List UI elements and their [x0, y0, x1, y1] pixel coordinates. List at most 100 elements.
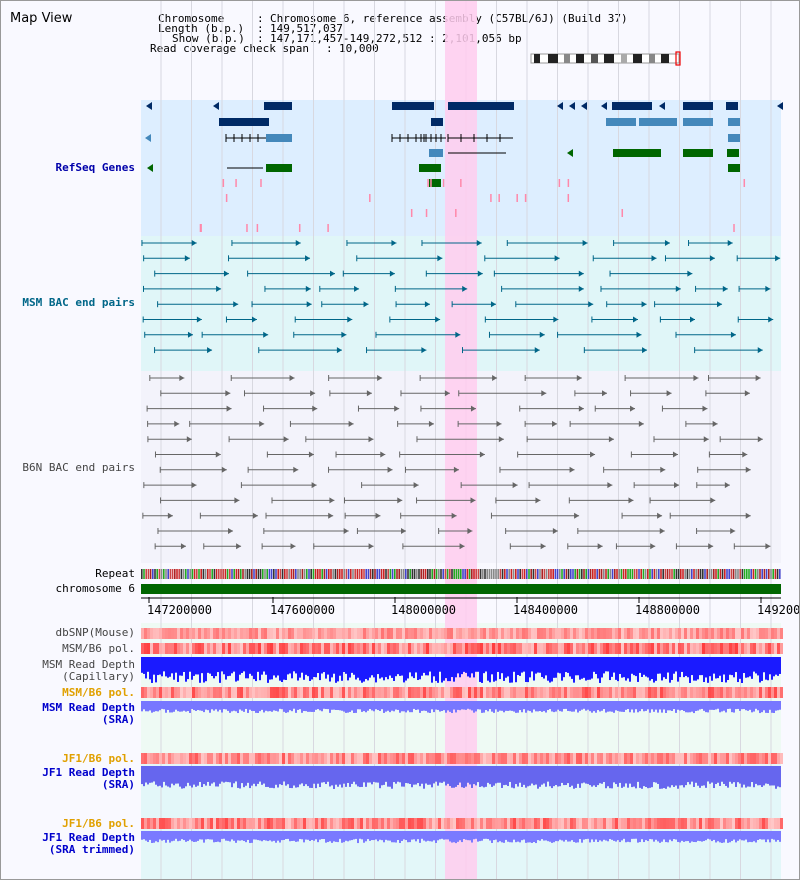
read-depth-bar: [569, 657, 571, 677]
read-depth-bar: [473, 701, 475, 713]
read-depth-bar: [687, 831, 689, 842]
read-depth-bar: [543, 831, 545, 841]
read-depth-bar: [433, 657, 435, 677]
polymorphism-cell: [306, 687, 309, 698]
track-label-msm-bac[interactable]: MSM BAC end pairs: [22, 296, 135, 309]
polymorphism-cell: [774, 818, 777, 829]
read-depth-bar: [621, 831, 623, 841]
read-depth-bar: [585, 701, 587, 711]
polymorphism-cell: [366, 753, 369, 764]
track-label-jf1-b6-pol-2[interactable]: JF1/B6 pol.: [62, 817, 135, 830]
read-depth-bar: [437, 657, 439, 683]
read-depth-bar: [669, 831, 671, 840]
track-label-dbsnp[interactable]: dbSNP(Mouse): [55, 626, 135, 639]
read-depth-bar: [519, 766, 521, 783]
track-label-b6n-bac[interactable]: B6N BAC end pairs: [22, 461, 135, 474]
polymorphism-cell: [291, 687, 294, 698]
read-depth-bar: [671, 657, 673, 680]
read-depth-bar: [391, 701, 393, 711]
read-depth-bar: [341, 701, 343, 711]
polymorphism-cell: [147, 753, 150, 764]
read-depth-bar: [705, 831, 707, 841]
polymorphism-cell: [639, 818, 642, 829]
read-depth-bar: [459, 657, 461, 678]
track-label-msm-depth-sra[interactable]: MSM Read Depth (SRA): [42, 701, 135, 726]
read-depth-bar: [175, 831, 177, 839]
polymorphism-cell: [354, 753, 357, 764]
polymorphism-cell: [465, 628, 468, 639]
repeat-element: [609, 569, 612, 579]
polymorphism-cell: [600, 753, 603, 764]
track-label-jf1-depth-trimmed[interactable]: JF1 Read Depth (SRA trimmed): [42, 831, 135, 856]
read-depth-bar: [591, 766, 593, 787]
polymorphism-cell: [318, 643, 321, 654]
repeat-element: [746, 569, 748, 579]
track-label-msm-depth-capillary[interactable]: MSM Read Depth (Capillary): [42, 658, 135, 683]
b6n-bac-end: [597, 543, 603, 550]
polymorphism-cell: [639, 753, 642, 764]
read-depth-bar: [173, 831, 175, 841]
b6n-bac-end: [724, 482, 730, 489]
read-depth-bar: [203, 657, 205, 683]
repeat-element: [226, 569, 229, 579]
msm-bac-end: [305, 285, 311, 292]
polymorphism-cell: [183, 628, 186, 639]
read-depth-bar: [673, 766, 675, 787]
read-depth-bar: [429, 766, 431, 785]
read-depth-bar: [703, 766, 705, 786]
track-label-msm-b6-pol-1[interactable]: MSM/B6 pol.: [62, 642, 135, 655]
b6n-bac-end: [492, 375, 498, 381]
b6n-bac-end: [638, 420, 644, 427]
read-depth-bar: [757, 831, 759, 840]
polymorphism-cell: [435, 753, 438, 764]
read-depth-bar: [467, 766, 469, 783]
track-label-jf1-b6-pol-1[interactable]: JF1/B6 pol.: [62, 752, 135, 765]
polymorphism-cell: [267, 628, 270, 639]
repeat-element: [737, 569, 739, 579]
read-depth-bar: [315, 766, 317, 789]
track-label-chromosome[interactable]: chromosome 6: [55, 582, 135, 595]
polymorphism-cell: [684, 818, 687, 829]
read-depth-bar: [155, 831, 157, 842]
polymorphism-cell: [732, 643, 735, 654]
polymorphism-cell: [474, 628, 477, 639]
polymorphism-cell: [522, 818, 525, 829]
polymorphism-cell: [342, 643, 345, 654]
polymorphism-cell: [393, 643, 396, 654]
polymorphism-cell: [696, 628, 699, 639]
read-depth-bar: [277, 831, 279, 841]
b6n-bac-end: [413, 482, 419, 489]
read-depth-bar: [421, 701, 423, 711]
polymorphism-cell: [291, 818, 294, 829]
track-label-refseq[interactable]: RefSeq Genes: [55, 161, 135, 174]
read-depth-bar: [231, 701, 233, 712]
length-sep: :: [257, 22, 264, 35]
polymorphism-cell: [207, 643, 210, 654]
msm-bac-end: [765, 285, 771, 292]
read-depth-bar: [181, 831, 183, 840]
polymorphism-cell: [396, 818, 399, 829]
track-label-repeat[interactable]: Repeat: [95, 567, 135, 580]
read-depth-bar: [319, 831, 321, 840]
track-label-msm-b6-pol-2[interactable]: MSM/B6 pol.: [62, 686, 135, 699]
read-depth-bar: [391, 831, 393, 843]
polymorphism-cell: [516, 687, 519, 698]
track-label-jf1-depth-sra[interactable]: JF1 Read Depth (SRA): [42, 766, 135, 791]
read-depth-bar: [563, 657, 565, 678]
read-depth-bar: [295, 766, 297, 788]
polymorphism-cell: [168, 687, 171, 698]
polymorphism-cell: [366, 628, 369, 639]
read-depth-bar: [395, 657, 397, 677]
read-depth-bar: [621, 701, 623, 712]
repeat-element: [449, 569, 451, 579]
msm-bac-end: [233, 301, 239, 308]
read-depth-bar: [315, 831, 317, 840]
read-depth-bar: [773, 766, 775, 786]
polymorphism-cell: [534, 753, 537, 764]
read-depth-bar: [263, 766, 265, 784]
read-depth-bar: [315, 701, 317, 710]
polymorphism-cell: [615, 628, 618, 639]
repeat-element: [526, 569, 528, 579]
read-depth-bar: [463, 831, 465, 839]
